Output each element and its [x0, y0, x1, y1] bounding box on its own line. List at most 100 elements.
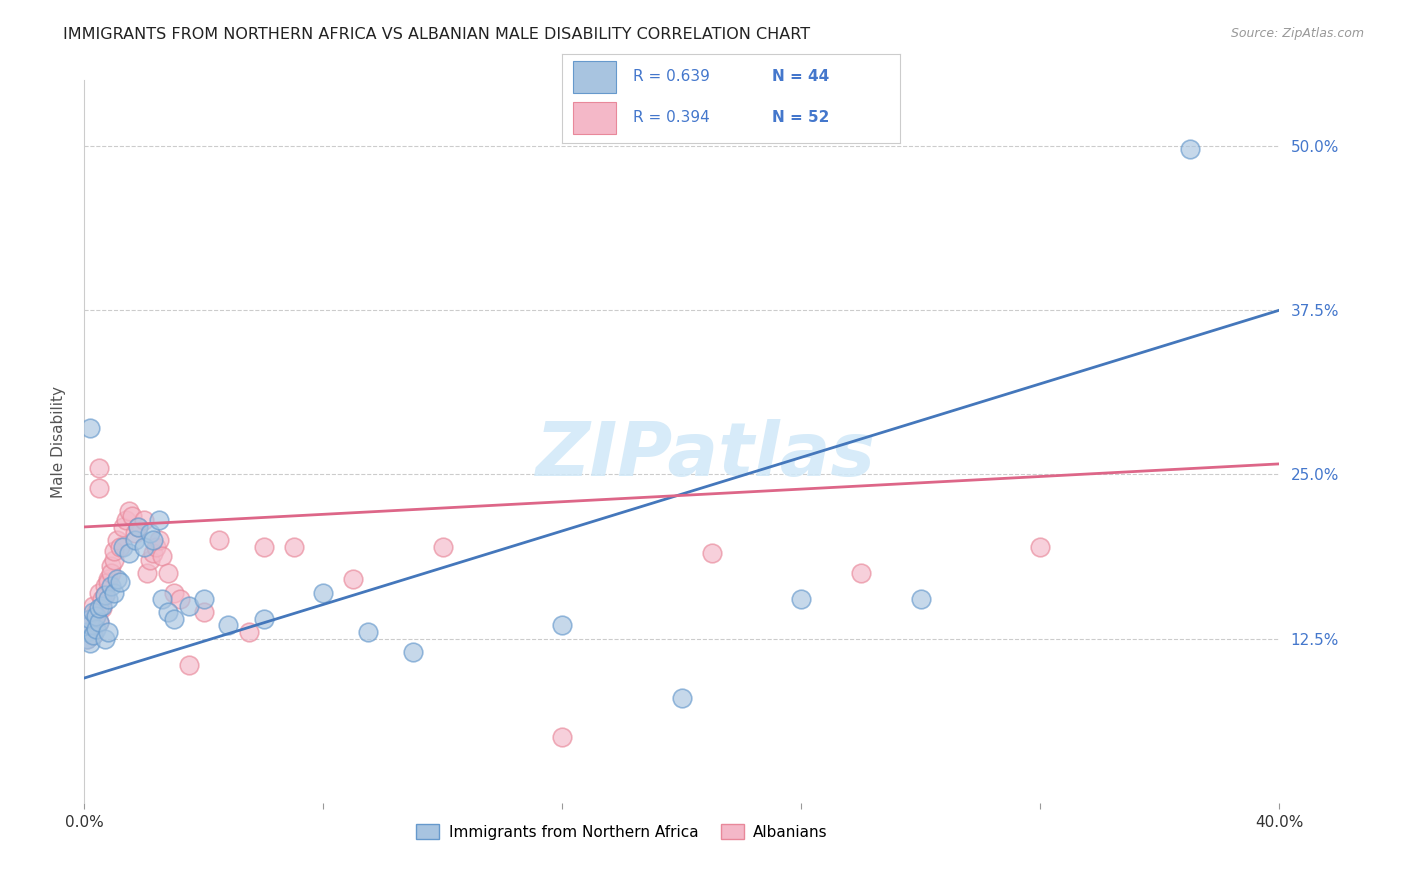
Point: [139, 553, 162, 567]
Point: [89, 601, 111, 615]
Bar: [572, 102, 616, 134]
Point: [97, 592, 120, 607]
Point: [132, 540, 156, 554]
Point: [79, 635, 101, 649]
Point: [79, 421, 101, 435]
Point: [402, 645, 425, 659]
Point: [89, 481, 111, 495]
Point: [142, 533, 165, 547]
Point: [103, 543, 125, 558]
Point: [127, 520, 149, 534]
Text: N = 52: N = 52: [772, 111, 830, 125]
Point: [208, 533, 231, 547]
Text: N = 44: N = 44: [772, 70, 830, 84]
Point: [851, 566, 873, 580]
Point: [89, 585, 111, 599]
Text: ZIPatlas: ZIPatlas: [536, 419, 876, 492]
Point: [103, 553, 125, 567]
Point: [110, 575, 132, 590]
Text: R = 0.394: R = 0.394: [633, 111, 710, 125]
Point: [551, 618, 574, 632]
Point: [89, 460, 111, 475]
Point: [110, 540, 132, 554]
Point: [700, 546, 723, 560]
Point: [76, 632, 98, 646]
Point: [177, 599, 200, 613]
Point: [82, 599, 104, 613]
Point: [76, 632, 98, 646]
Legend: Immigrants from Northern Africa, Albanians: Immigrants from Northern Africa, Albania…: [411, 818, 834, 846]
Point: [139, 526, 162, 541]
Point: [1178, 142, 1201, 156]
Point: [115, 513, 138, 527]
Point: [238, 625, 260, 640]
Point: [342, 573, 364, 587]
Point: [94, 579, 117, 593]
Point: [112, 540, 135, 554]
Point: [100, 559, 122, 574]
Point: [312, 585, 335, 599]
Point: [97, 625, 120, 640]
Text: R = 0.639: R = 0.639: [633, 70, 710, 84]
Point: [150, 549, 173, 563]
Point: [118, 504, 141, 518]
Point: [163, 585, 186, 599]
Point: [169, 592, 191, 607]
Point: [217, 618, 239, 632]
Point: [86, 609, 108, 624]
Point: [121, 509, 143, 524]
Point: [150, 592, 173, 607]
Text: Source: ZipAtlas.com: Source: ZipAtlas.com: [1230, 27, 1364, 40]
Point: [86, 623, 108, 637]
Point: [82, 627, 104, 641]
Bar: [572, 61, 616, 93]
Point: [127, 520, 149, 534]
Point: [86, 609, 108, 624]
Point: [100, 579, 122, 593]
Point: [91, 601, 114, 615]
Point: [105, 573, 128, 587]
Point: [79, 612, 101, 626]
Point: [1029, 540, 1052, 554]
Point: [157, 566, 180, 580]
Point: [145, 540, 167, 554]
Point: [142, 546, 165, 560]
Point: [357, 625, 380, 640]
Point: [118, 546, 141, 560]
Point: [193, 605, 215, 619]
Point: [79, 612, 101, 626]
Point: [148, 533, 170, 547]
Point: [76, 625, 98, 640]
Point: [94, 632, 117, 646]
Point: [124, 526, 146, 541]
Point: [76, 625, 98, 640]
Point: [790, 592, 813, 607]
Point: [97, 575, 120, 590]
Point: [91, 592, 114, 607]
Text: IMMIGRANTS FROM NORTHERN AFRICA VS ALBANIAN MALE DISABILITY CORRELATION CHART: IMMIGRANTS FROM NORTHERN AFRICA VS ALBAN…: [63, 27, 810, 42]
Point: [79, 618, 101, 632]
Point: [671, 690, 693, 705]
Point: [97, 573, 120, 587]
Point: [432, 540, 454, 554]
Point: [157, 605, 180, 619]
Point: [136, 566, 159, 580]
Point: [91, 599, 114, 613]
Point: [79, 618, 101, 632]
Point: [105, 533, 128, 547]
Point: [89, 615, 111, 629]
Point: [103, 585, 125, 599]
Point: [82, 627, 104, 641]
Point: [253, 540, 276, 554]
Point: [283, 540, 305, 554]
Point: [82, 605, 104, 619]
Point: [89, 615, 111, 629]
Point: [551, 730, 574, 744]
Point: [163, 612, 186, 626]
Point: [112, 520, 135, 534]
Point: [148, 513, 170, 527]
Y-axis label: Male Disability: Male Disability: [51, 385, 66, 498]
Point: [193, 592, 215, 607]
Point: [124, 533, 146, 547]
Point: [253, 612, 276, 626]
